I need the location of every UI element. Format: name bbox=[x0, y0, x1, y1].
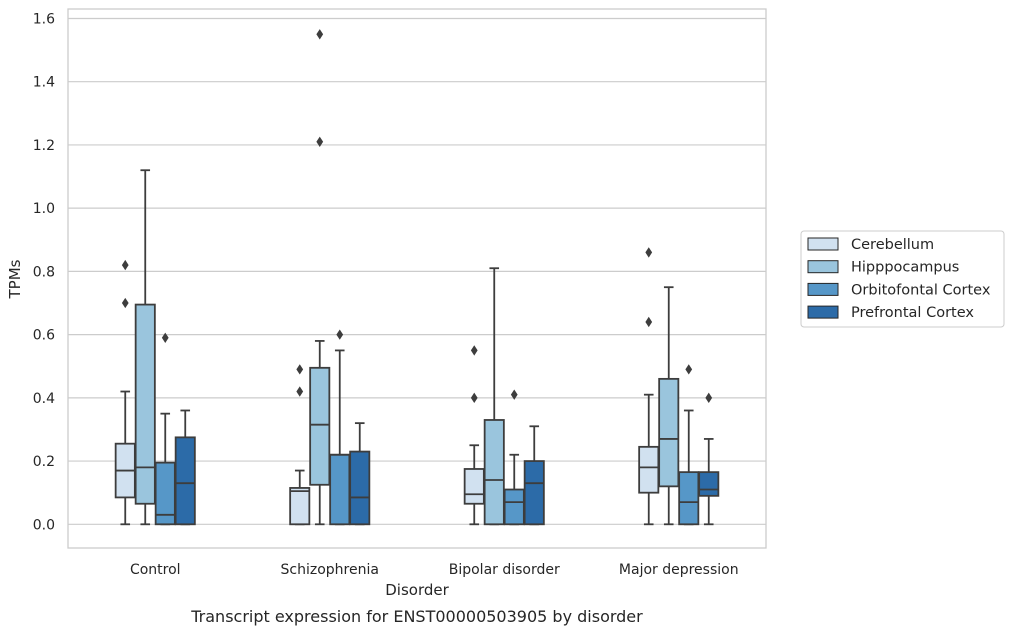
legend-label: Prefrontal Cortex bbox=[851, 305, 974, 321]
box bbox=[503, 488, 525, 526]
box-group bbox=[289, 29, 371, 526]
y-tick-label: 1.2 bbox=[33, 138, 55, 154]
x-tick-label: Bipolar disorder bbox=[449, 562, 560, 578]
y-tick-label: 0.4 bbox=[33, 391, 55, 407]
outlier-point bbox=[296, 386, 304, 397]
outlier-point bbox=[296, 364, 304, 375]
legend-swatch bbox=[807, 282, 839, 296]
y-axis-title: TPMs bbox=[6, 259, 24, 299]
box bbox=[698, 471, 720, 497]
legend-frame bbox=[800, 230, 1005, 328]
plot-frame bbox=[67, 8, 767, 549]
figure-caption: Transcript expression for ENST0000050390… bbox=[190, 607, 643, 626]
box-group bbox=[463, 267, 545, 526]
x-tick-label: Major depression bbox=[619, 562, 739, 578]
outlier-point bbox=[705, 392, 713, 404]
box-group bbox=[114, 169, 196, 526]
box bbox=[523, 460, 545, 526]
outlier-point bbox=[645, 316, 653, 328]
legend-swatch bbox=[807, 237, 839, 251]
outlier-point bbox=[336, 329, 344, 340]
legend: Cerebellum Hipppocampus Orbitofontal Corte… bbox=[800, 230, 1005, 328]
box bbox=[309, 366, 331, 486]
legend-label: Cerebellum bbox=[851, 237, 934, 253]
legend-label: Orbitofontal Cortex bbox=[851, 282, 991, 298]
y-tick-label: 0.8 bbox=[33, 264, 55, 280]
y-tick-label: 0.0 bbox=[33, 517, 55, 533]
y-tick-label: 1.4 bbox=[33, 75, 55, 91]
box bbox=[289, 487, 311, 526]
box bbox=[638, 445, 660, 494]
y-axis-ticks: 0.0 0.2 0.4 0.6 0.8 1.0 1.2 1.4 1.6 bbox=[33, 11, 55, 533]
y-tick-label: 1.0 bbox=[33, 201, 55, 217]
outlier-point bbox=[161, 332, 169, 343]
box bbox=[349, 450, 371, 526]
outlier-point bbox=[645, 247, 653, 258]
legend-swatch bbox=[807, 260, 839, 274]
box bbox=[678, 471, 700, 526]
x-axis-title: Disorder bbox=[385, 581, 449, 599]
y-tick-label: 0.2 bbox=[33, 454, 55, 470]
outlier-point bbox=[316, 136, 324, 147]
y-tick-label: 1.6 bbox=[33, 11, 55, 27]
box bbox=[134, 303, 156, 505]
outlier-point bbox=[685, 364, 693, 375]
box-group bbox=[638, 247, 720, 526]
x-tick-label: Schizophrenia bbox=[281, 562, 379, 578]
box bbox=[329, 453, 351, 526]
legend-swatch bbox=[807, 305, 839, 319]
box-groups bbox=[114, 29, 720, 526]
outlier-point bbox=[121, 297, 129, 309]
outlier-point bbox=[470, 345, 478, 356]
box bbox=[174, 436, 196, 526]
outlier-point bbox=[470, 392, 478, 404]
x-axis-ticks: Control Schizophrenia Bipolar disorder Majo… bbox=[130, 562, 739, 578]
y-tick-label: 0.6 bbox=[33, 328, 55, 344]
box bbox=[658, 377, 680, 488]
box bbox=[463, 468, 485, 505]
x-tick-label: Control bbox=[130, 562, 181, 578]
outlier-point bbox=[121, 259, 129, 271]
legend-label: Hipppocampus bbox=[851, 260, 959, 276]
box bbox=[483, 419, 505, 526]
outlier-point bbox=[316, 29, 324, 40]
outlier-point bbox=[510, 389, 518, 400]
